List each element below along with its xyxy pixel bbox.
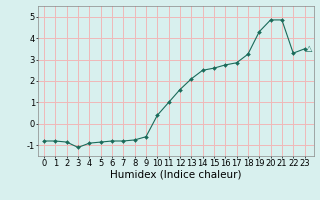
Text: △: △ xyxy=(306,44,312,53)
X-axis label: Humidex (Indice chaleur): Humidex (Indice chaleur) xyxy=(110,170,242,180)
